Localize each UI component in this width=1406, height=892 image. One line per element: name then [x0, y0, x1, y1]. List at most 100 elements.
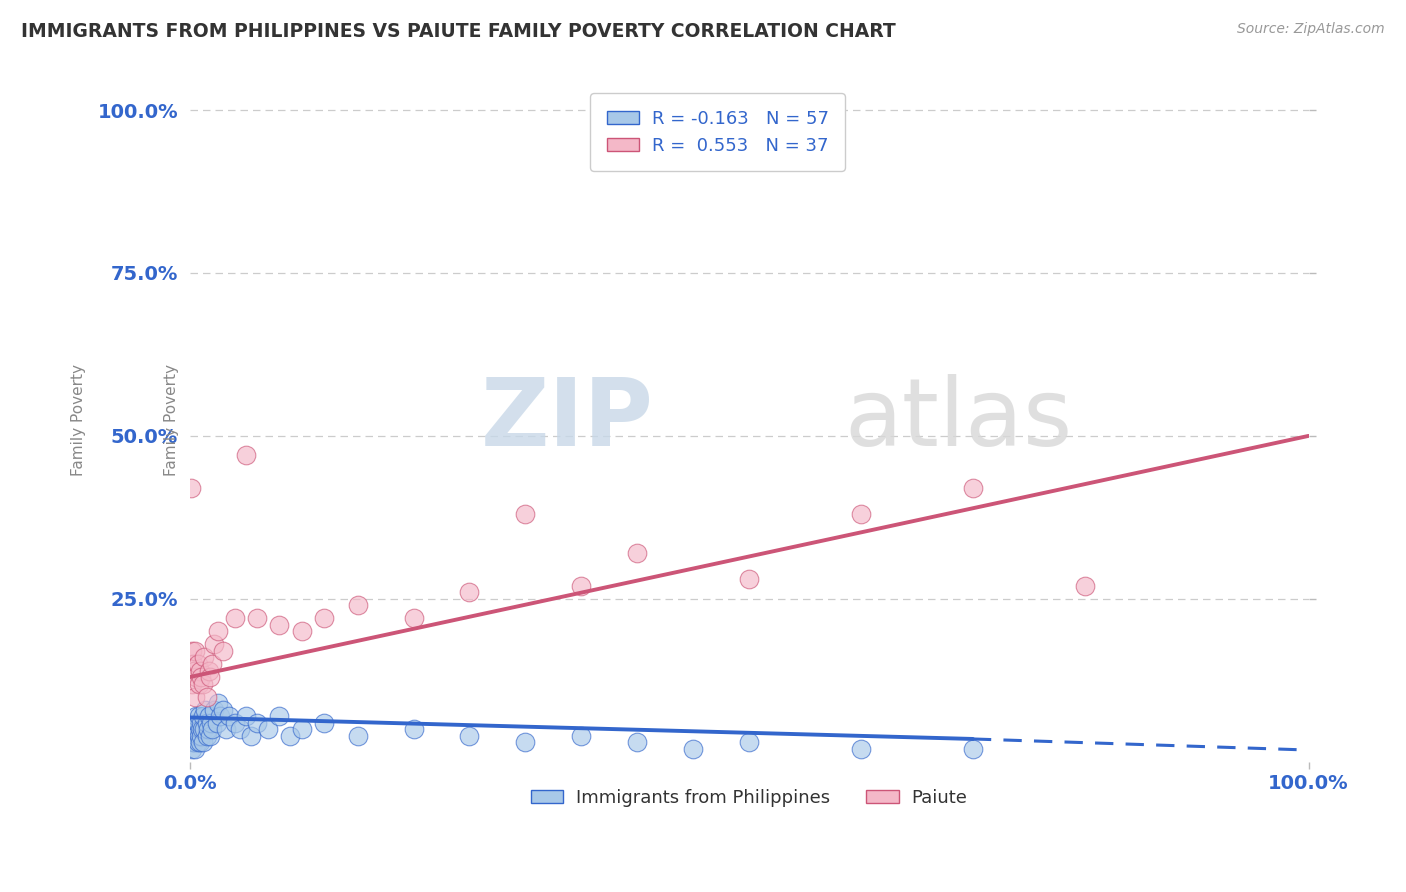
Point [186, 729, 208, 743]
Point [187, 676, 209, 690]
Point [198, 709, 221, 723]
Point [184, 741, 207, 756]
Point [207, 624, 229, 639]
Point [186, 670, 208, 684]
Point [187, 657, 209, 671]
Point [195, 690, 218, 704]
Point [202, 703, 225, 717]
Point [201, 657, 224, 671]
Point [193, 676, 215, 690]
Point [280, 729, 302, 743]
Point [212, 703, 235, 717]
Point [240, 729, 263, 743]
Point [235, 449, 257, 463]
Point [515, 507, 537, 521]
Point [193, 735, 215, 749]
Point [186, 709, 208, 723]
Point [738, 735, 761, 749]
Point [458, 729, 481, 743]
Point [257, 722, 280, 736]
Point [218, 709, 240, 723]
Point [195, 715, 218, 730]
Point [202, 637, 225, 651]
Point [246, 611, 269, 625]
Point [184, 644, 207, 658]
Point [738, 572, 761, 586]
Point [183, 735, 205, 749]
Point [180, 729, 202, 743]
Point [198, 729, 221, 743]
Point [187, 715, 209, 730]
Point [181, 735, 204, 749]
Point [346, 729, 368, 743]
Point [626, 735, 648, 749]
Point [181, 722, 204, 736]
Point [515, 735, 537, 749]
Point [849, 507, 872, 521]
Point [849, 741, 872, 756]
Point [183, 664, 205, 678]
Text: atlas: atlas [844, 374, 1073, 466]
Point [458, 585, 481, 599]
Point [208, 709, 231, 723]
Point [181, 741, 204, 756]
Point [198, 670, 221, 684]
Point [235, 709, 257, 723]
Point [187, 729, 209, 743]
Point [188, 735, 211, 749]
Point [214, 722, 236, 736]
Point [212, 644, 235, 658]
Point [194, 703, 217, 717]
Point [183, 715, 205, 730]
Legend: Immigrants from Philippines, Paiute: Immigrants from Philippines, Paiute [523, 782, 974, 814]
Point [180, 481, 202, 495]
Point [193, 722, 215, 736]
Point [187, 709, 209, 723]
Point [291, 624, 314, 639]
Point [269, 709, 291, 723]
Point [201, 722, 224, 736]
Point [626, 546, 648, 560]
Point [190, 670, 212, 684]
Y-axis label: Family Poverty: Family Poverty [163, 364, 179, 475]
Point [195, 729, 218, 743]
Text: IMMIGRANTS FROM PHILIPPINES VS PAIUTE FAMILY POVERTY CORRELATION CHART: IMMIGRANTS FROM PHILIPPINES VS PAIUTE FA… [21, 22, 896, 41]
Point [181, 676, 204, 690]
Point [181, 644, 204, 658]
Point [402, 611, 425, 625]
Point [191, 722, 214, 736]
Point [193, 709, 215, 723]
Point [962, 741, 984, 756]
Point [193, 650, 215, 665]
Point [246, 715, 269, 730]
Point [181, 657, 204, 671]
Point [184, 690, 207, 704]
Point [190, 715, 212, 730]
Point [207, 696, 229, 710]
Point [198, 664, 221, 678]
Point [269, 618, 291, 632]
Point [1074, 579, 1097, 593]
Point [224, 715, 246, 730]
Point [190, 729, 212, 743]
Point [197, 722, 219, 736]
Text: Source: ZipAtlas.com: Source: ZipAtlas.com [1237, 22, 1385, 37]
Point [682, 741, 704, 756]
Point [402, 722, 425, 736]
Point [291, 722, 314, 736]
Point [569, 579, 592, 593]
Point [346, 599, 368, 613]
Point [205, 715, 228, 730]
Point [569, 729, 592, 743]
Point [312, 611, 335, 625]
Point [312, 715, 335, 730]
Y-axis label: Family Poverty: Family Poverty [72, 364, 86, 475]
Point [962, 481, 984, 495]
Point [229, 722, 252, 736]
Point [200, 715, 222, 730]
Point [188, 664, 211, 678]
Point [184, 722, 207, 736]
Text: ZIP: ZIP [481, 374, 654, 466]
Point [188, 722, 211, 736]
Point [187, 735, 209, 749]
